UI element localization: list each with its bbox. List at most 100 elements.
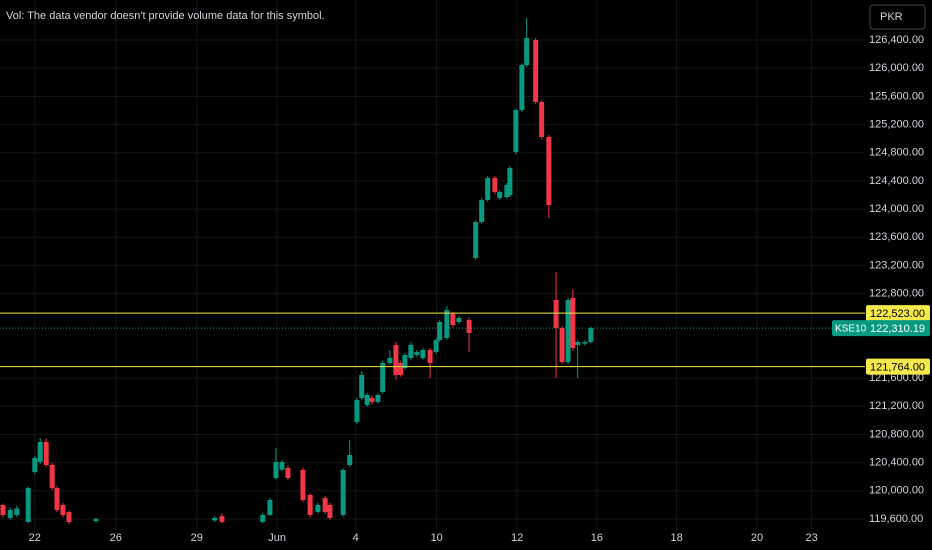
candle-body <box>393 345 399 375</box>
y-tick-label: 119,600.00 <box>869 513 923 525</box>
candle-body <box>43 442 49 465</box>
candle-body <box>588 328 594 342</box>
candle-body <box>565 300 571 362</box>
candle-body <box>485 178 491 200</box>
candle-body <box>497 191 503 199</box>
currency-button[interactable] <box>869 4 926 30</box>
price-tag <box>866 320 930 337</box>
candle-body <box>300 469 306 500</box>
x-tick-label: 10 <box>431 532 443 544</box>
candle-body <box>0 504 6 515</box>
candle-body <box>273 461 279 479</box>
candle-body <box>437 321 443 341</box>
candle-body <box>420 349 426 358</box>
candle-body <box>347 454 353 465</box>
x-tick-label: 22 <box>29 532 41 544</box>
x-tick-label: 12 <box>511 532 523 544</box>
candle-body <box>402 355 408 368</box>
y-tick-label: 125,600.00 <box>869 90 924 102</box>
x-tick-label: 23 <box>805 532 817 544</box>
candle-body <box>66 511 72 522</box>
y-tick-label: 126,000.00 <box>869 62 924 74</box>
y-tick-label: 120,400.00 <box>869 457 924 469</box>
candle-body <box>507 168 513 195</box>
candle-body <box>93 519 99 522</box>
price-tag-label: 122,523.00 <box>870 308 925 320</box>
candle-body <box>37 442 43 462</box>
candle-body <box>375 394 381 403</box>
candle-body <box>359 374 365 398</box>
symbol-tag-label: KSE100 <box>835 324 872 335</box>
candle-body <box>444 310 450 338</box>
candle-body <box>25 488 31 522</box>
candle-body <box>340 469 346 515</box>
candle-body <box>380 362 386 393</box>
x-tick-label: 4 <box>353 532 359 544</box>
candle-body <box>369 397 375 403</box>
y-tick-label: 122,800.00 <box>869 288 924 300</box>
candles <box>0 18 594 524</box>
candle-body <box>260 514 266 522</box>
candle-body <box>524 37 530 66</box>
candle-body <box>14 508 20 515</box>
y-tick-label: 126,400.00 <box>869 34 924 46</box>
candle-body <box>354 399 360 423</box>
y-tick-label: 120,000.00 <box>869 485 924 497</box>
candle-body <box>7 509 13 518</box>
x-tick-label: 26 <box>110 532 122 544</box>
candle-body <box>387 357 393 363</box>
y-tick-label: 123,600.00 <box>869 231 924 243</box>
candle-body <box>54 488 60 510</box>
candle-body <box>327 504 333 518</box>
currency-label[interactable]: PKR <box>880 11 903 23</box>
candle-body <box>456 317 462 322</box>
candle-body <box>570 297 576 348</box>
candle-body <box>427 349 433 363</box>
y-tick-label: 124,400.00 <box>869 175 924 187</box>
candle-body <box>433 340 439 352</box>
x-tick-label: 16 <box>591 532 603 544</box>
y-tick-label: 124,000.00 <box>869 203 924 215</box>
volume-note: Vol: The data vendor doesn't provide vol… <box>6 10 325 22</box>
candle-body <box>408 345 414 358</box>
candle-body <box>492 178 498 192</box>
candle-body <box>582 341 588 344</box>
candle-body <box>32 458 38 472</box>
candle-body <box>307 494 313 515</box>
candle-body <box>364 394 370 406</box>
x-tick-label: 18 <box>671 532 683 544</box>
candle-body <box>279 461 285 470</box>
candle-body <box>466 319 472 333</box>
y-tick-label: 120,800.00 <box>869 428 924 440</box>
x-tick-label: Jun <box>268 532 286 544</box>
price-tag-label: 122,310.19 <box>870 323 925 335</box>
symbol-tag <box>832 320 868 337</box>
candle-body <box>285 467 291 479</box>
candle-body <box>315 504 321 512</box>
candle-body <box>267 499 273 515</box>
candle-body <box>553 300 559 328</box>
candle-body <box>479 199 485 223</box>
candle-body <box>504 184 510 198</box>
y-tick-label: 124,800.00 <box>869 147 924 159</box>
y-tick-label: 123,200.00 <box>869 259 924 271</box>
price-tag-label: 121,764.00 <box>870 361 925 373</box>
candle-body <box>575 341 581 346</box>
candle-body <box>559 327 565 362</box>
candle-body <box>322 498 328 512</box>
candle-body <box>533 40 539 102</box>
candle-body <box>60 504 66 515</box>
candle-body <box>539 101 545 138</box>
candle-body <box>546 137 552 205</box>
candle-body <box>414 351 420 356</box>
candle-body <box>513 110 519 153</box>
x-tick-label: 29 <box>191 532 203 544</box>
candle-body <box>398 362 404 375</box>
price-tag <box>866 305 930 322</box>
y-tick-label: 121,200.00 <box>869 400 924 412</box>
candle-body <box>49 464 55 489</box>
y-tick-label: 121,600.00 <box>869 372 924 384</box>
